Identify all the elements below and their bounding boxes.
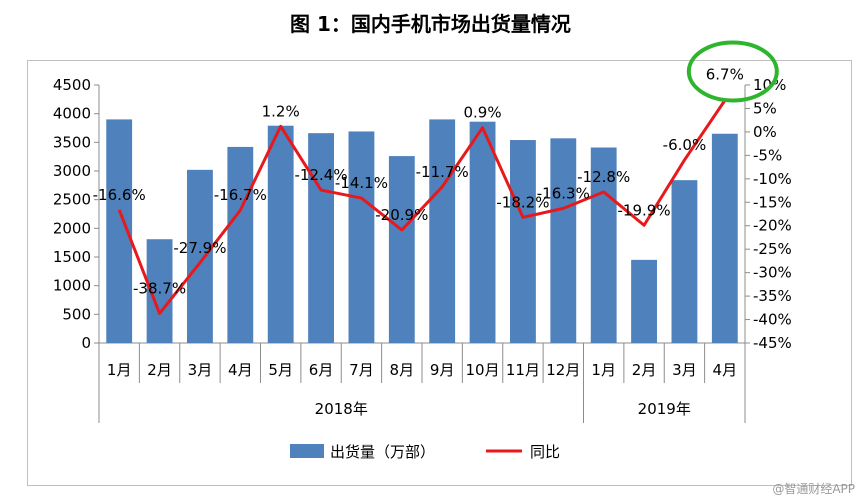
y-left-tick-label: 1000 — [53, 277, 91, 295]
category-label: 1月 — [591, 361, 616, 379]
bar — [711, 133, 738, 343]
yoy-data-label: 6.7% — [706, 65, 744, 83]
y-left-tick-label: 2000 — [53, 219, 91, 237]
year-label: 2019年 — [638, 400, 691, 418]
y-left-tick-label: 3500 — [53, 133, 91, 151]
bar — [348, 131, 375, 343]
bar — [631, 259, 657, 343]
legend-bar-swatch — [290, 444, 324, 458]
category-label: 4月 — [713, 361, 738, 379]
y-left-tick-label: 1500 — [53, 248, 91, 266]
chart-frame — [27, 60, 852, 486]
yoy-data-label: -6.0% — [663, 136, 707, 154]
y-right-tick-label: -30% — [753, 264, 792, 282]
y-left-tick-label: 3000 — [53, 162, 91, 180]
legend-line-label: 同比 — [530, 443, 560, 461]
y-right-tick-label: -20% — [753, 217, 792, 235]
y-right-tick-label: -25% — [753, 240, 792, 258]
bar — [429, 119, 456, 344]
yoy-data-label: -14.1% — [335, 174, 388, 192]
yoy-line — [117, 99, 727, 315]
y-right-tick-label: -5% — [753, 146, 782, 164]
category-label: 6月 — [309, 361, 334, 379]
yoy-data-label: -27.9% — [173, 239, 226, 257]
yoy-data-label: 0.9% — [464, 104, 502, 122]
category-label: 11月 — [506, 361, 540, 379]
y-right-tick-label: -15% — [753, 193, 792, 211]
bar — [388, 156, 415, 343]
yoy-data-label: -20.9% — [375, 206, 428, 224]
yoy-data-label: -12.4% — [295, 166, 348, 184]
bar — [671, 180, 698, 343]
bar — [469, 121, 496, 344]
category-label: 1月 — [107, 361, 132, 379]
year-label: 2018年 — [315, 400, 368, 418]
yoy-data-label: -18.2% — [496, 193, 549, 211]
highlight-circle — [686, 40, 779, 103]
chart-title: 图 1：国内手机市场出货量情况 — [290, 12, 571, 36]
category-label: 8月 — [390, 361, 415, 379]
y-right-tick-label: -35% — [753, 287, 792, 305]
watermark-text: @智通财经APP — [772, 482, 855, 496]
legend-bar-label: 出货量（万部） — [330, 443, 435, 461]
category-label: 7月 — [349, 361, 374, 379]
yoy-data-label: -16.6% — [93, 186, 146, 204]
yoy-data-label: -16.3% — [537, 184, 590, 202]
yoy-data-label: -11.7% — [416, 163, 469, 181]
category-label: 3月 — [188, 361, 213, 379]
y-left-tick-label: 500 — [62, 305, 91, 323]
category-label: 12月 — [546, 361, 580, 379]
y-right-tick-label: -40% — [753, 311, 792, 329]
yoy-data-label: -38.7% — [133, 279, 186, 297]
bar — [227, 146, 254, 343]
category-label: 9月 — [430, 361, 455, 379]
category-label: 2月 — [632, 361, 657, 379]
category-label: 10月 — [466, 361, 500, 379]
category-label: 5月 — [268, 361, 293, 379]
y-right-tick-label: -10% — [753, 170, 792, 188]
bar — [510, 140, 536, 343]
yoy-data-label: -12.8% — [577, 168, 630, 186]
y-left-tick-label: 2500 — [53, 191, 91, 209]
category-label: 4月 — [228, 361, 253, 379]
y-right-tick-label: 5% — [753, 99, 777, 117]
y-left-tick-label: 4500 — [53, 76, 91, 94]
category-label: 2月 — [147, 361, 172, 379]
bar — [550, 138, 577, 343]
yoy-data-label: -16.7% — [214, 186, 267, 204]
bar — [267, 125, 294, 343]
category-label: 3月 — [672, 361, 697, 379]
yoy-data-label: -19.9% — [618, 201, 671, 219]
y-left-tick-label: 0 — [81, 334, 91, 352]
bar — [590, 147, 617, 343]
y-right-tick-label: -45% — [753, 334, 792, 352]
y-left-tick-label: 4000 — [53, 105, 91, 123]
y-right-tick-label: 0% — [753, 123, 777, 141]
bar — [308, 133, 334, 343]
bar — [187, 169, 213, 343]
yoy-data-label: 1.2% — [262, 102, 300, 120]
